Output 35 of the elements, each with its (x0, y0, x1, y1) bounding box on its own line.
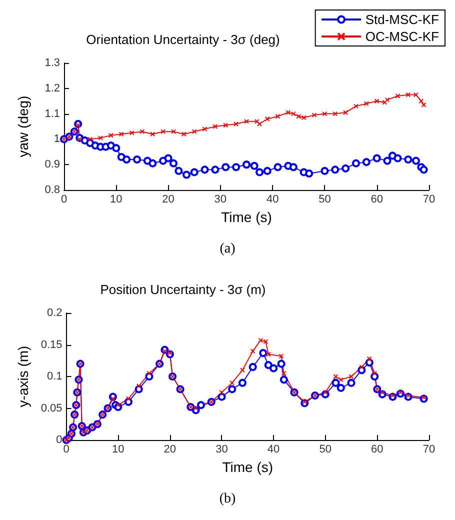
x-tick-label: 50 (319, 444, 332, 456)
x-tick-label: 60 (370, 194, 383, 206)
legend-label: OC-MSC-KF (365, 29, 440, 44)
y-tick-label: 0.9 (44, 158, 60, 171)
x-tick-label: 10 (112, 444, 124, 456)
chart-title: Position Uncertainty - 3σ (m) (100, 282, 266, 297)
x-axis-title: Time (s) (221, 208, 272, 225)
x-tick-label: 70 (422, 444, 436, 456)
y-axis-title: yaw (deg) (15, 96, 31, 158)
x-tick-label: 20 (164, 444, 176, 456)
x-tick-label: 40 (266, 194, 279, 206)
chart-title: Orientation Uncertainty - 3σ (deg) (86, 32, 280, 47)
text: (a) (220, 242, 236, 256)
x-tick-label: 10 (110, 194, 122, 206)
x-tick-label: 30 (214, 194, 227, 206)
y-tick-label: 1.2 (44, 82, 60, 94)
x-tick-label: 60 (371, 444, 384, 456)
y-tick-label: 0.2 (47, 307, 62, 319)
y-tick-label: 0 (56, 434, 62, 446)
y-axis-title: y-axis (m) (15, 346, 31, 408)
x-tick-label: 70 (422, 194, 436, 206)
y-tick-label: 1.3 (44, 57, 60, 69)
y-tick-label: 0.1 (47, 370, 62, 382)
y-tick-label: 0.05 (40, 402, 62, 414)
y-tick-label: 1 (54, 133, 60, 146)
x-tick-label: 20 (162, 194, 174, 206)
x-axis-title: Time (s) (222, 458, 274, 475)
y-tick-label: 0.8 (44, 184, 60, 196)
x-tick-label: 50 (318, 194, 331, 206)
x-tick-label: 30 (216, 444, 228, 456)
y-tick-label: 0.15 (40, 338, 62, 351)
x-tick-label: 40 (267, 444, 280, 456)
legend-label: Std-MSC-KF (365, 12, 440, 27)
y-tick-label: 1.1 (44, 108, 60, 120)
text: (b) (219, 492, 236, 506)
